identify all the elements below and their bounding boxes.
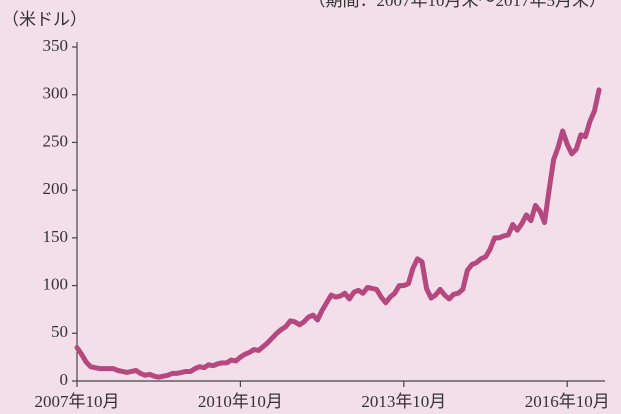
y-tick-label: 250 <box>43 131 69 150</box>
y-tick-label: 50 <box>51 322 68 341</box>
x-tick-label: 2007年10月 <box>35 392 120 411</box>
y-tick-label: 0 <box>60 370 69 389</box>
y-tick-label: 200 <box>43 179 69 198</box>
x-tick-label: 2010年10月 <box>198 392 283 411</box>
chart-title: （期間：2007年10月末～2017年5月末） <box>309 0 607 10</box>
y-tick-label: 300 <box>43 84 69 103</box>
y-tick-label: 350 <box>43 36 69 55</box>
data-line <box>74 87 602 380</box>
x-tick-label: 2013年10月 <box>361 392 446 411</box>
x-tick-label: 2016年10月 <box>525 392 610 411</box>
y-tick-label: 100 <box>43 274 69 293</box>
y-tick-label: 150 <box>43 227 69 246</box>
y-axis-label: （米ドル） <box>2 10 87 29</box>
